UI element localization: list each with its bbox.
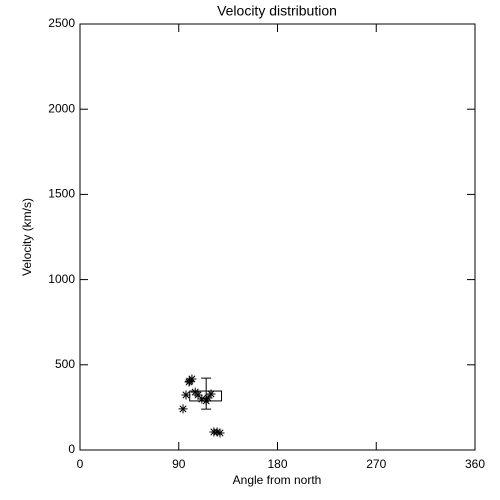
x-axis-label: Angle from north — [233, 473, 322, 487]
scatter-point — [215, 428, 225, 438]
y-axis-label: Velocity (km/s) — [20, 198, 34, 276]
chart-title: Velocity distribution — [217, 3, 337, 19]
scatter-point — [178, 404, 188, 414]
y-tick-label: 1000 — [48, 272, 75, 286]
y-tick-label: 1500 — [48, 187, 75, 201]
x-tick-label: 180 — [267, 457, 287, 471]
x-tick-label: 90 — [172, 457, 186, 471]
scatter-point — [181, 390, 191, 400]
y-tick-label: 500 — [55, 357, 75, 371]
error-bar — [201, 377, 212, 410]
y-tick-label: 0 — [68, 442, 75, 456]
scatter-point — [206, 389, 216, 399]
scatter-point — [203, 393, 213, 403]
scatter-point — [212, 427, 222, 437]
scatter-point — [197, 394, 207, 404]
scatter-point — [187, 374, 197, 384]
x-tick-label: 0 — [77, 457, 84, 471]
x-tick-label: 360 — [465, 457, 485, 471]
summary-box — [189, 390, 223, 402]
x-tick-label: 270 — [366, 457, 386, 471]
y-tick-label: 2000 — [48, 101, 75, 115]
y-tick-label: 2500 — [48, 16, 75, 30]
scatter-point — [193, 390, 203, 400]
plot-frame — [79, 23, 476, 451]
